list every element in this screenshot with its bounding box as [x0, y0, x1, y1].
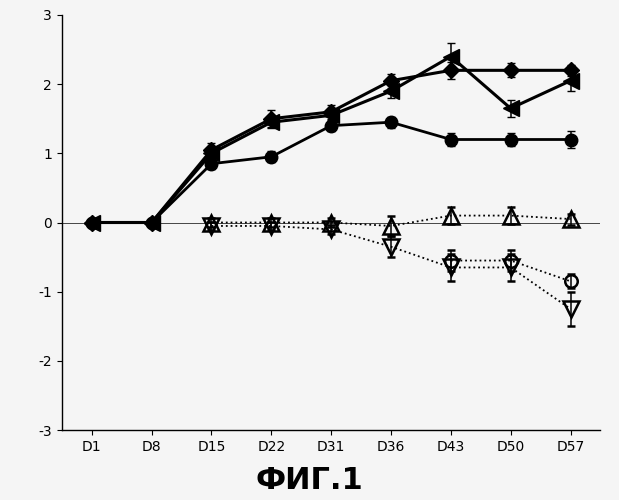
Text: ФИГ.1: ФИГ.1 — [256, 466, 363, 495]
